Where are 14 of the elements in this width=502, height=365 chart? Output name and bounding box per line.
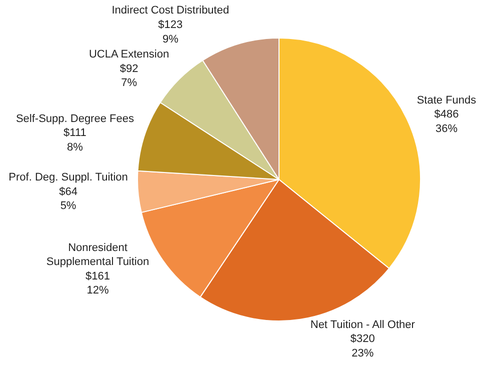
data-label: $486 36% xyxy=(434,108,459,136)
slice-label: Net Tuition - All Other xyxy=(310,318,416,331)
data-label: $320 23% xyxy=(350,333,375,360)
data-label: $64 5% xyxy=(59,186,78,212)
slice-label: UCLA Extension xyxy=(88,48,170,61)
slice-label: Nonresident Supplemental Tuition xyxy=(46,242,150,268)
slice-label: Indirect Cost Distributed xyxy=(112,4,230,17)
slice-label: Self-Supp. Degree Fees xyxy=(16,112,134,125)
data-label: $123 9% xyxy=(158,19,183,46)
data-label: $161 12% xyxy=(86,270,110,297)
data-label: $92 7% xyxy=(120,62,138,90)
slice-label: Prof. Deg. Suppl. Tuition xyxy=(8,172,128,184)
slice-label: State Funds xyxy=(416,94,477,106)
data-label: $111 8% xyxy=(64,127,86,154)
